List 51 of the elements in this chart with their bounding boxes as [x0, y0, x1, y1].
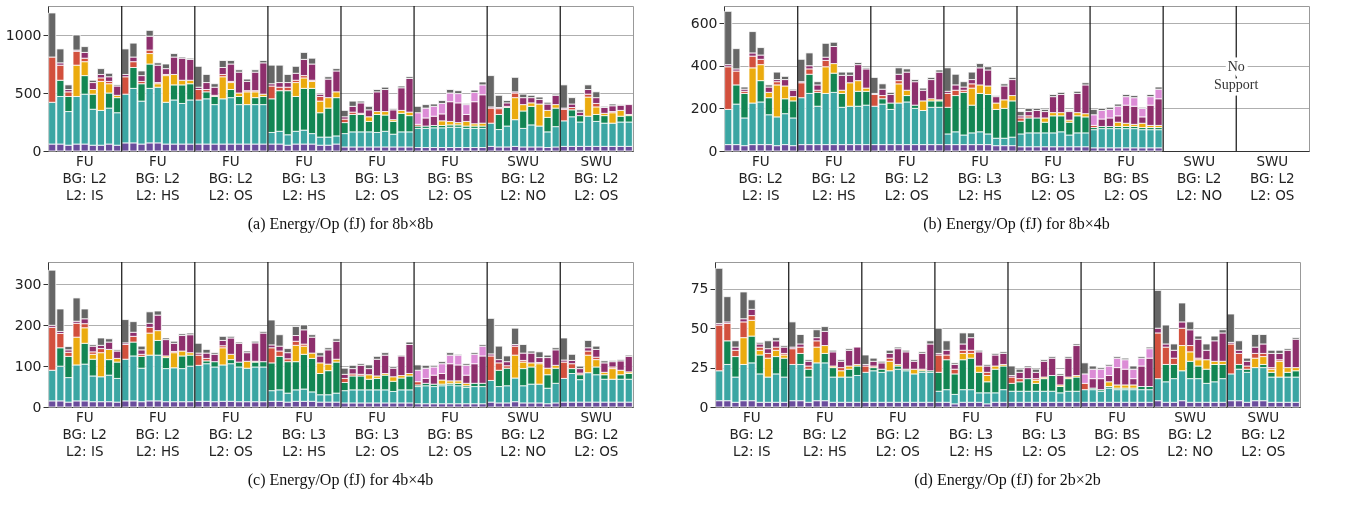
x-tick-label: FU BG: BS L2: OS	[427, 152, 474, 203]
x-tick-label: SWU BG: L2 L2: NO	[500, 408, 547, 459]
text: (d) Energy/Op (fJ) for 2b×2b	[914, 470, 1101, 489]
x-tick-label: FU BG: L2 L2: IS	[62, 152, 107, 203]
text: (a) Energy/Op (fJ) for 8b×8b	[247, 214, 434, 233]
x-tick-label: FU BG: L3 L2: HS	[281, 408, 327, 459]
x-tick-label: SWU BG: L2 L2: OS	[574, 152, 619, 203]
x-tick-label: FU BG: L2 L2: OS	[208, 152, 254, 203]
x-tick-label: SWU BG: L2 L2: NO	[500, 152, 547, 203]
x-tick-label: FU BG: L3 L2: OS	[354, 408, 400, 459]
x-tick-label: FU BG: L2 L2: HS	[135, 152, 181, 203]
x-tick-label: FU BG: L2 L2: OS	[208, 408, 254, 459]
y-tick-label: 600	[690, 14, 718, 31]
y-tick-label: 0	[32, 142, 42, 159]
x-tick-label: FU BG: L2 L2: IS	[729, 408, 774, 459]
y-tick-label: 1000	[5, 26, 42, 43]
x-tick-label: FU BG: L2 L2: HS	[802, 408, 848, 459]
y-tick-label: 25	[690, 359, 709, 376]
x-tick-label: FU BG: L2 L2: IS	[738, 152, 783, 203]
y-tick-label: 400	[690, 57, 718, 74]
x-tick-label: FU BG: L2 L2: OS	[884, 152, 930, 203]
x-tick-label: FU BG: BS L2: OS	[1103, 152, 1150, 203]
y-tick-label: 0	[699, 398, 709, 415]
y-tick-label: 50	[690, 319, 709, 336]
x-tick-label: FU BG: BS L2: OS	[427, 408, 474, 459]
x-tick-label: FU BG: L3 L2: OS	[1021, 408, 1067, 459]
x-tick-label: FU BG: L2 L2: HS	[135, 408, 181, 459]
y-tick-label: 300	[14, 275, 42, 292]
y-tick-label: 75	[690, 280, 709, 297]
x-tick-label: FU BG: L3 L2: OS	[1030, 152, 1076, 203]
x-tick-label: FU BG: L3 L2: HS	[281, 152, 327, 203]
y-tick-label: 0	[708, 142, 718, 159]
x-tick-label: FU BG: L2 L2: HS	[811, 152, 857, 203]
x-tick-label: SWU BG: L2 L2: NO	[1176, 152, 1223, 203]
y-tick-label: 0	[32, 398, 42, 415]
x-tick-label: SWU BG: L2 L2: OS	[1241, 408, 1286, 459]
x-tick-label: FU BG: L2 L2: OS	[875, 408, 921, 459]
y-tick-label: 200	[14, 316, 42, 333]
x-tick-label: FU BG: L3 L2: HS	[948, 408, 994, 459]
y-tick-label: 500	[14, 84, 42, 101]
y-tick-label: 100	[14, 357, 42, 374]
x-tick-label: SWU BG: L2 L2: OS	[1250, 152, 1295, 203]
x-tick-label: FU BG: BS L2: OS	[1094, 408, 1141, 459]
x-tick-label: SWU BG: L2 L2: OS	[574, 408, 619, 459]
y-tick-label: 200	[690, 99, 718, 116]
x-tick-label: FU BG: L3 L2: OS	[354, 152, 400, 203]
text: (c) Energy/Op (fJ) for 4b×4b	[247, 470, 434, 489]
text: (b) Energy/Op (fJ) for 8b×4b	[923, 214, 1110, 233]
x-tick-label: SWU BG: L2 L2: NO	[1167, 408, 1214, 459]
x-tick-label: FU BG: L3 L2: HS	[957, 152, 1003, 203]
x-tick-label: FU BG: L2 L2: IS	[62, 408, 107, 459]
